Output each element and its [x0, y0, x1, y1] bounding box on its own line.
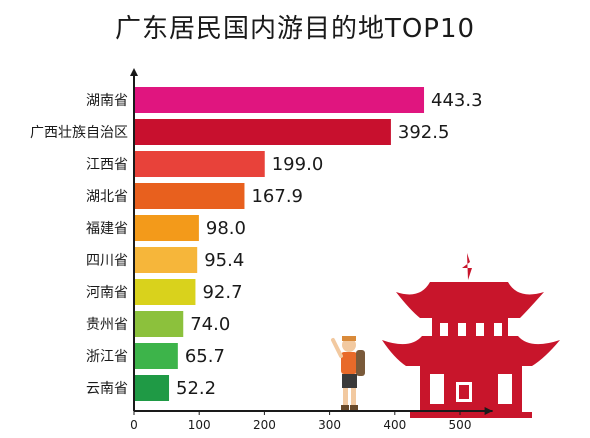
bar	[135, 311, 184, 337]
value-label: 74.0	[190, 314, 230, 335]
value-label: 92.7	[202, 282, 242, 303]
x-tick-label: 200	[253, 418, 276, 432]
category-label: 湖北省	[86, 189, 128, 205]
y-axis-arrow	[130, 68, 138, 76]
pagoda-illustration	[382, 253, 560, 418]
bar	[135, 343, 178, 369]
bar	[135, 183, 245, 209]
category-label: 福建省	[86, 221, 128, 237]
bar	[135, 215, 199, 241]
category-label: 湖南省	[86, 93, 128, 109]
category-label: 河南省	[86, 285, 128, 301]
hiker-illustration	[331, 336, 365, 411]
value-label: 65.7	[185, 346, 225, 367]
bar	[135, 247, 198, 273]
bar	[135, 87, 425, 113]
bar	[135, 151, 265, 177]
category-label: 广西壮族自治区	[30, 125, 128, 141]
x-axis-arrow	[484, 407, 493, 415]
bar	[135, 119, 391, 145]
value-label: 52.2	[176, 378, 216, 399]
x-tick-label: 500	[449, 418, 472, 432]
category-label: 四川省	[86, 253, 128, 269]
x-tick-label: 400	[383, 418, 406, 432]
x-tick-label: 0	[130, 418, 138, 432]
category-label: 云南省	[86, 381, 128, 397]
value-label: 98.0	[206, 218, 246, 239]
value-label: 199.0	[272, 154, 324, 175]
value-label: 167.9	[251, 186, 303, 207]
bar	[135, 375, 170, 401]
category-label: 浙江省	[86, 349, 128, 365]
category-label: 贵州省	[86, 317, 128, 333]
category-label: 江西省	[86, 157, 128, 173]
bar	[135, 279, 196, 305]
value-label: 392.5	[398, 122, 450, 143]
x-tick-label: 300	[318, 418, 341, 432]
value-label: 443.3	[431, 90, 483, 111]
chart-title: 广东居民国内游目的地TOP10	[114, 14, 476, 44]
x-tick-label: 100	[188, 418, 211, 432]
value-label: 95.4	[204, 250, 244, 271]
